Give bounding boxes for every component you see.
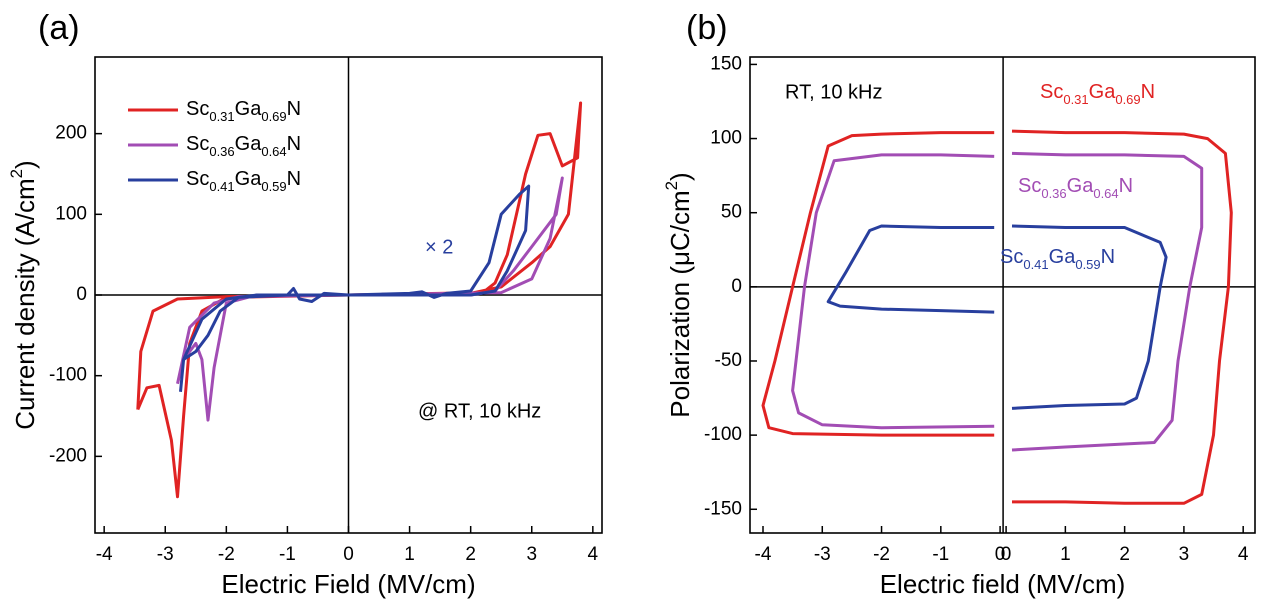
y-tick-label: -50 xyxy=(715,350,742,371)
legend-label: Sc0.36Ga0.64N xyxy=(186,133,301,159)
y-tick-label: 200 xyxy=(55,123,87,144)
x-tick-label: 3 xyxy=(1179,544,1190,565)
annotation: × 2 xyxy=(425,236,453,258)
x-tick-label: 1 xyxy=(404,544,415,565)
legend-label: Sc0.31Ga0.69N xyxy=(186,98,301,124)
y-tick-label: -150 xyxy=(704,498,742,519)
panel-label: (b) xyxy=(686,9,728,47)
x-tick-label: -1 xyxy=(932,544,949,565)
series-label: Sc0.31Ga0.69N xyxy=(1040,81,1155,107)
y-tick-label: -100 xyxy=(704,424,742,445)
y-axis-label: Current density (A/cm2) xyxy=(7,160,40,429)
x-tick-label: 3 xyxy=(526,544,537,565)
x-tick-label: 4 xyxy=(588,544,599,565)
series-label: Sc0.41Ga0.59N xyxy=(1000,246,1115,272)
y-tick-label: -100 xyxy=(49,365,87,386)
x-tick-label: 0 xyxy=(1001,544,1012,565)
y-tick-label: 150 xyxy=(710,53,742,74)
x-tick-label: -3 xyxy=(814,544,831,565)
data-line xyxy=(179,184,531,392)
legend-label: Sc0.41Ga0.59N xyxy=(186,168,301,194)
y-tick-label: 100 xyxy=(55,203,87,224)
data-line xyxy=(761,129,1233,505)
y-axis-label: Polarization (μC/cm2) xyxy=(662,172,695,417)
annotation: @ RT, 10 kHz xyxy=(418,400,541,422)
x-tick-label: 2 xyxy=(1119,544,1130,565)
x-axis-label: Electric Field (MV/cm) xyxy=(221,569,475,599)
series-label: Sc0.36Ga0.64N xyxy=(1018,175,1133,201)
x-tick-label: 2 xyxy=(465,544,476,565)
x-tick-label: -3 xyxy=(157,544,174,565)
y-tick-label: -200 xyxy=(49,445,87,466)
data-line xyxy=(791,151,1204,452)
x-tick-label: 0 xyxy=(343,544,354,565)
x-tick-label: 4 xyxy=(1238,544,1249,565)
data-line xyxy=(136,101,583,499)
y-tick-label: 0 xyxy=(76,284,87,305)
x-tick-label: -2 xyxy=(218,544,235,565)
x-tick-label: -4 xyxy=(96,544,113,565)
y-tick-label: 50 xyxy=(721,202,742,223)
x-tick-label: -2 xyxy=(873,544,890,565)
x-tick-label: 1 xyxy=(1060,544,1071,565)
x-tick-label: -4 xyxy=(755,544,772,565)
data-line xyxy=(826,224,1168,410)
y-tick-label: 0 xyxy=(731,276,742,297)
x-axis-label: Electric field (MV/cm) xyxy=(880,569,1126,599)
x-tick-label: -1 xyxy=(279,544,296,565)
y-tick-label: 100 xyxy=(710,128,742,149)
annotation: RT, 10 kHz xyxy=(785,81,882,103)
x-tick-label: 0 xyxy=(995,544,1006,565)
panel-label: (a) xyxy=(38,9,80,47)
